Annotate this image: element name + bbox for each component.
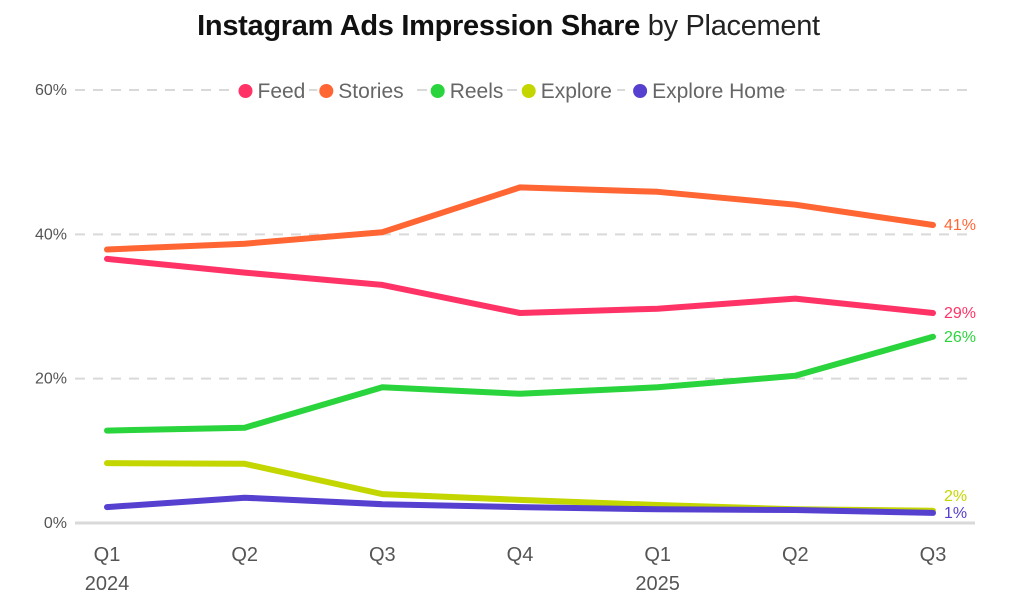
chart-title: Instagram Ads Impression Share by Placem… [0,10,1017,43]
series-line-stories [104,184,936,253]
end-label-feed: 29% [944,305,976,322]
x-group-label: 2025 [635,573,680,595]
grid-lines [75,89,975,525]
legend-item-bg [317,77,415,103]
y-axis-ticks: 0% 20% 40% 60% [35,82,67,532]
legend-label: Explore [541,80,612,103]
legend-label: Explore Home [652,80,785,103]
legend-marker [521,84,536,98]
series-line-explore-home [104,494,936,516]
x-group-label: 2024 [85,573,130,595]
series-line-explore [104,460,936,514]
x-tick-label: Q4 [507,544,534,566]
legend-marker [430,84,445,98]
x-tick-label: Q1 [94,544,121,566]
legend-marker [238,84,253,98]
legend-label: Reels [450,80,504,103]
y-tick-label: 40% [35,226,67,243]
legend-item: Explore [519,77,618,103]
legend-marker [319,84,334,98]
legend-label: Stories [338,80,403,103]
legend-item-bg [519,77,618,103]
series-line-reels [104,333,936,434]
end-label-reels: 26% [944,329,976,346]
legend-item: Explore Home [631,77,785,103]
y-tick-label: 20% [35,371,67,388]
chart-title-main: Instagram Ads Impression Share [197,10,640,42]
series-lines [104,184,936,516]
x-tick-label: Q3 [920,544,947,566]
chart-title-sub: by Placement [647,10,820,42]
legend-item-bg [631,77,780,103]
x-axis-ticks: Q1 Q2 Q3 Q4 Q1 Q2 Q3 2024 2025 [85,544,947,595]
end-labels: 41% 29% 26% 2%1% [944,217,976,522]
series-line-feed [104,255,936,316]
legend-label: Feed [258,80,306,103]
legend-item: Feed [236,77,306,103]
legend-item: Reels [428,77,506,103]
end-label-explore-home: 1% [944,505,967,522]
end-label-explore: 2% [944,488,967,505]
legend: Feed Stories Reels Explore Explore Home [236,77,785,103]
legend-marker [633,84,648,98]
x-tick-label: Q2 [231,544,258,566]
end-label-stories: 41% [944,217,976,234]
x-tick-label: Q2 [782,544,809,566]
legend-item: Stories [317,77,415,103]
y-tick-label: 60% [35,82,67,99]
x-tick-label: Q3 [369,544,396,566]
y-tick-label: 0% [44,515,67,532]
x-tick-label: Q1 [644,544,671,566]
